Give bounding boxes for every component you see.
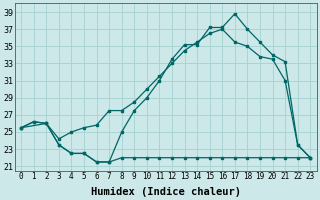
X-axis label: Humidex (Indice chaleur): Humidex (Indice chaleur) [91,186,241,197]
